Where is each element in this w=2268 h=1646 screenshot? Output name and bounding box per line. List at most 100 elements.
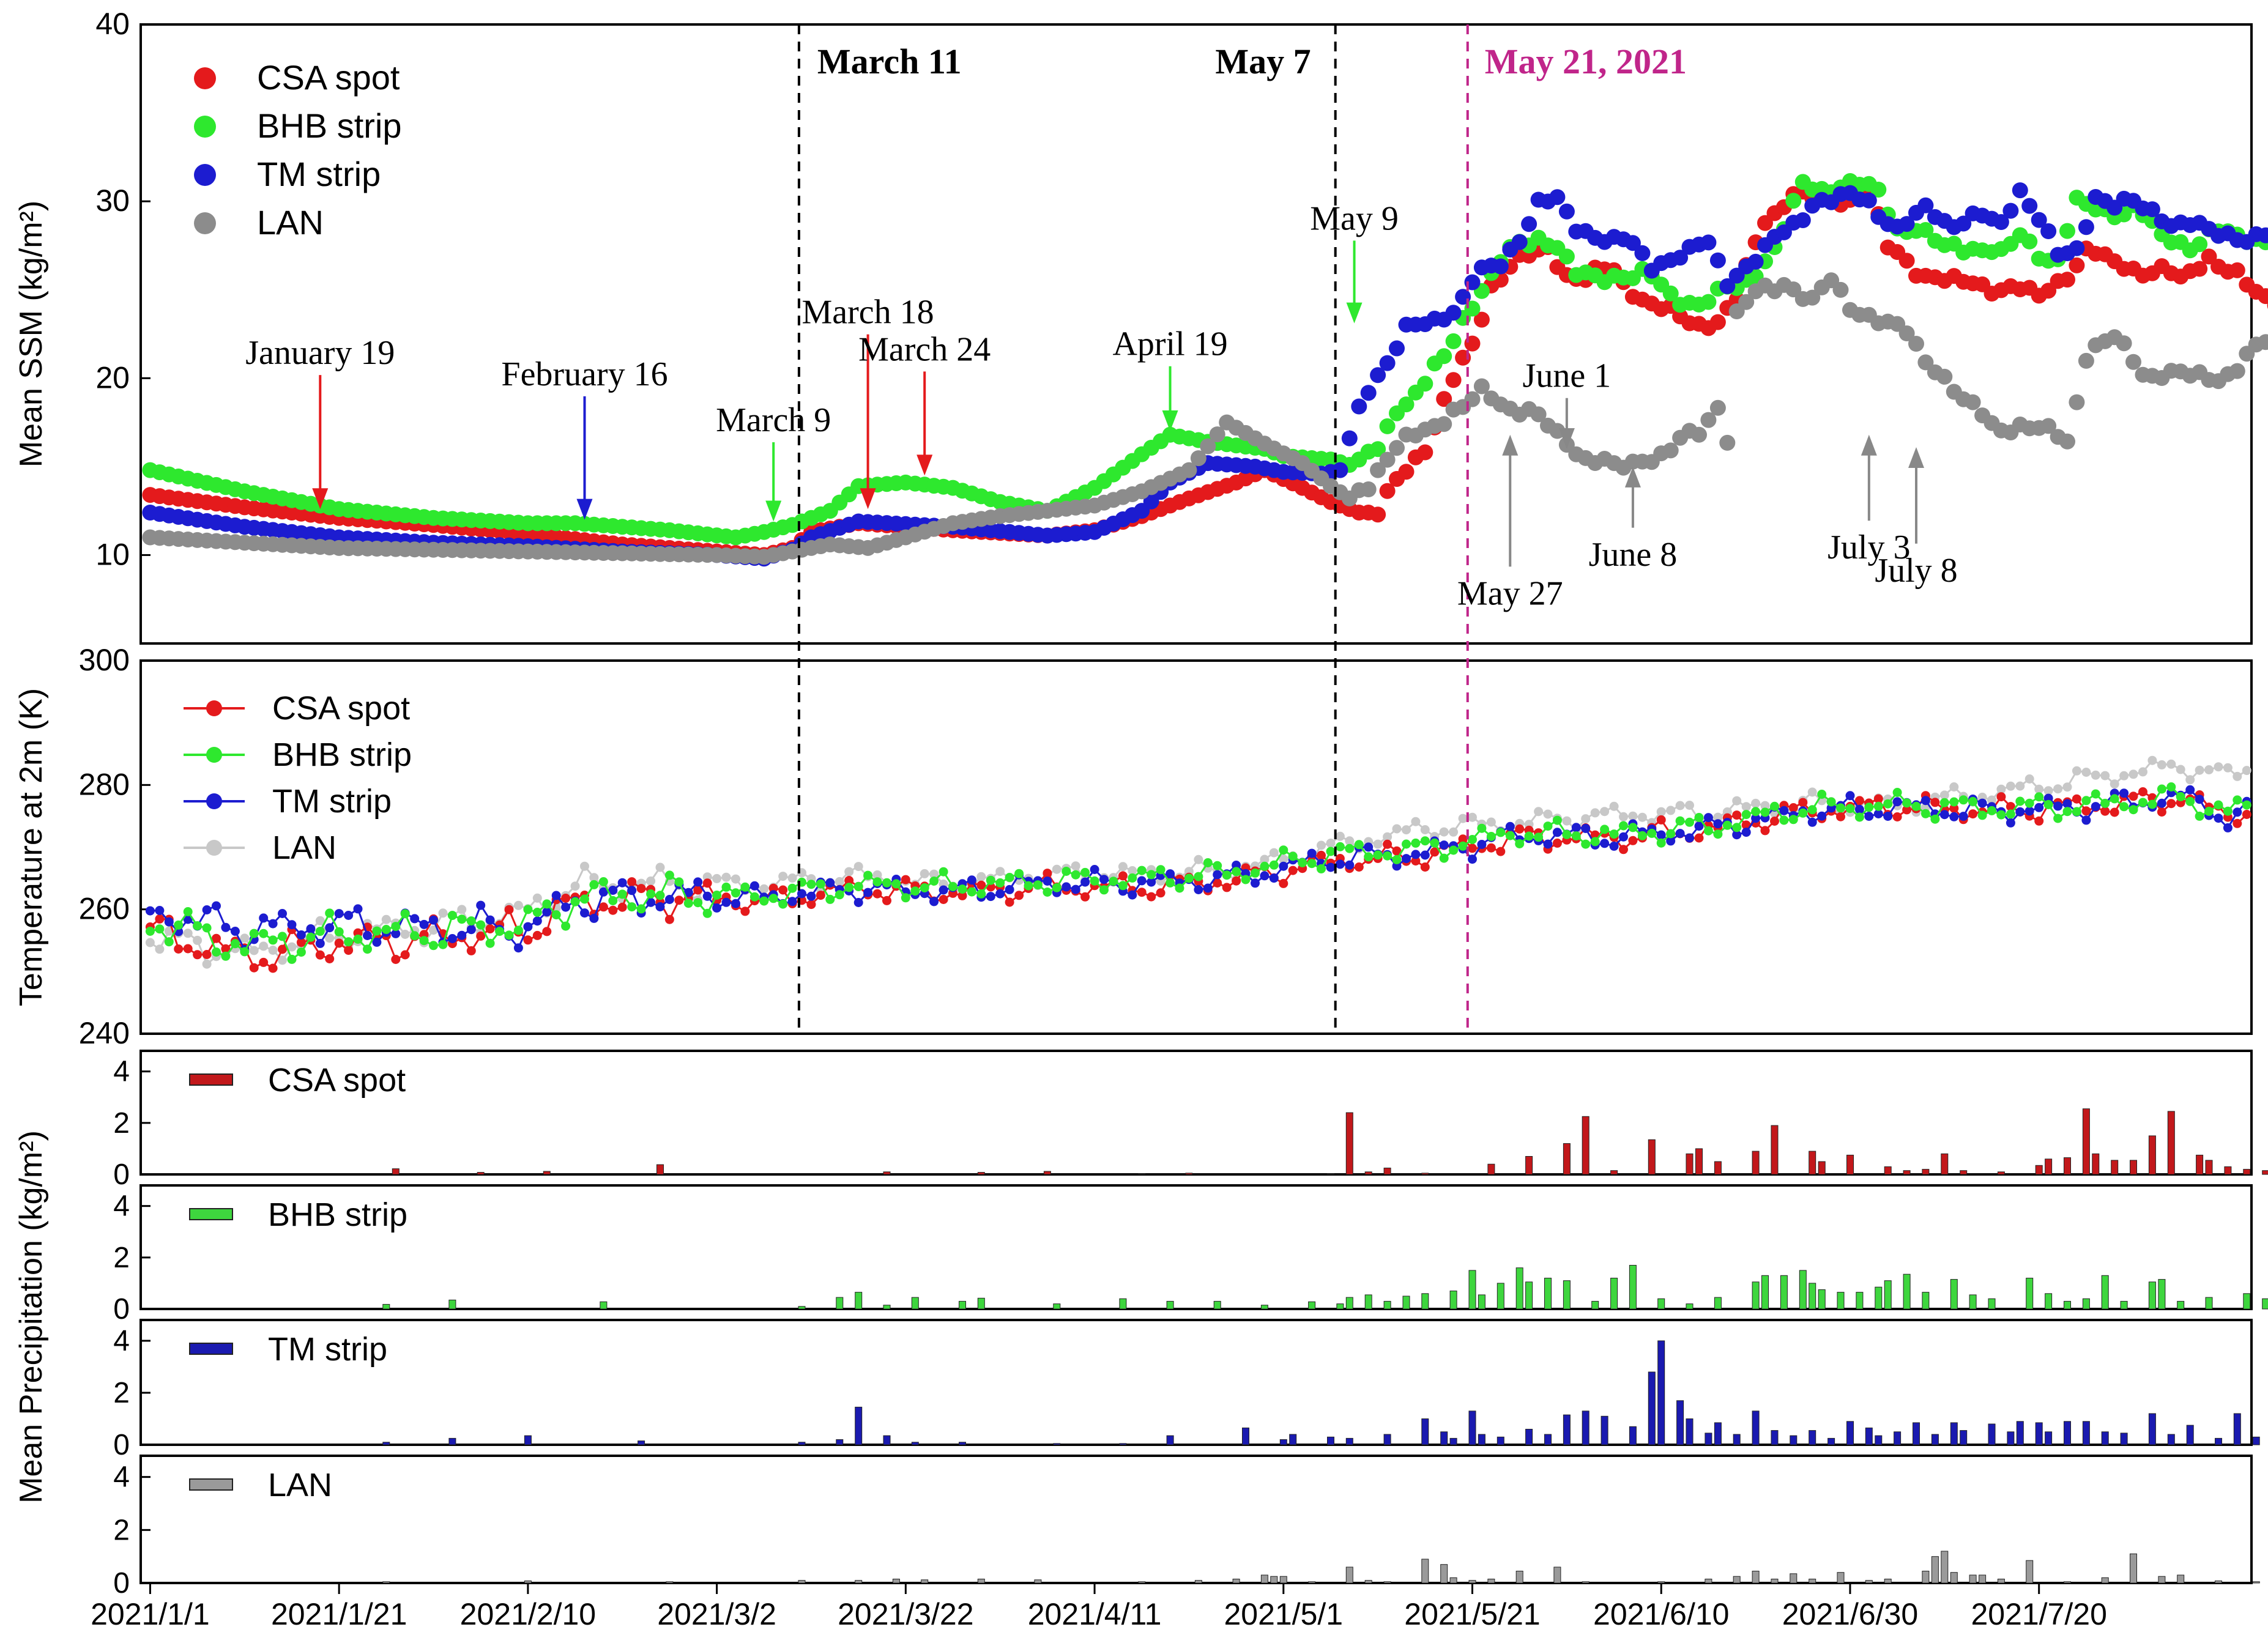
temperature-point-tm — [296, 930, 306, 940]
precip-bar-tm — [524, 1435, 532, 1445]
event-line-label: May 21, 2021 — [1485, 42, 1687, 81]
temperature-point-lan — [2081, 768, 2091, 777]
ssm-point-tm — [2012, 182, 2028, 199]
precip-bar-bhb — [2148, 1281, 2156, 1310]
precip-panel-frame-tm — [139, 1319, 2253, 1446]
temperature-point-tm — [1090, 865, 1099, 874]
temperature-point-lan — [2024, 774, 2034, 784]
precip-bar-tm — [1648, 1371, 1656, 1445]
temperature-point-bhb — [1656, 838, 1666, 848]
temperature-point-bhb — [570, 897, 580, 906]
temperature-point-bhb — [2081, 796, 2091, 806]
temperature-point-tm — [532, 916, 542, 926]
precip-bar-tm — [1053, 1443, 1061, 1445]
temperature-point-tm — [1071, 884, 1080, 894]
precip-bar-csa — [1714, 1161, 1722, 1175]
precip-bar-bhb — [2177, 1300, 2185, 1310]
precip-bar-tm — [2045, 1431, 2053, 1445]
temperature-point-bhb — [2242, 800, 2251, 810]
temperature-point-tm — [1269, 873, 1279, 883]
precip-bar-tm — [1771, 1430, 1779, 1445]
temperature-point-tm — [1817, 811, 1827, 821]
precip-bar-bhb — [1364, 1294, 1372, 1310]
temperature-point-lan — [1411, 817, 1421, 826]
ssm-point-csa — [1398, 464, 1415, 480]
ssm-point-lan — [1738, 294, 1755, 310]
temperature-point-bhb — [1279, 845, 1288, 855]
temperature-point-bhb — [391, 922, 401, 932]
temperature-point-bhb — [920, 883, 929, 892]
temperature-point-bhb — [721, 882, 731, 892]
precip-bar-lan — [1345, 1566, 1353, 1584]
temperature-point-tm — [863, 888, 873, 897]
temperature-point-bhb — [768, 894, 778, 903]
temperature-point-bhb — [674, 877, 684, 887]
temperature-point-bhb — [164, 937, 174, 947]
temperature-point-csa — [476, 931, 486, 941]
temperature-point-tm — [1977, 798, 1987, 808]
temperature-point-tm — [2015, 807, 2025, 817]
ssm-point-tm — [1861, 192, 1877, 209]
ssm-point-csa — [1898, 253, 1915, 269]
ssm-point-tm — [1993, 214, 2009, 230]
temperature-point-tm — [259, 913, 269, 923]
temperature-point-csa — [2006, 802, 2015, 812]
precip-bar-csa — [543, 1171, 551, 1175]
temperature-point-lan — [655, 862, 665, 872]
temperature-point-bhb — [1477, 823, 1487, 833]
temperature-point-bhb — [835, 890, 844, 900]
temperature-point-bhb — [683, 899, 693, 908]
temperature-point-csa — [1005, 897, 1014, 907]
temperature-point-bhb — [2072, 807, 2081, 817]
temperature-point-bhb — [1080, 867, 1090, 877]
ssm-point-bhb — [2192, 236, 2208, 253]
ssm-point-tm — [2040, 223, 2057, 239]
precip-bar-bhb — [2120, 1300, 2128, 1310]
temperature-point-bhb — [1061, 867, 1071, 876]
precip-bar-lan — [921, 1579, 929, 1584]
temperature-point-csa — [2157, 807, 2166, 817]
ssm-ytick-label: 40 — [95, 7, 130, 41]
temperature-point-lan — [2157, 760, 2166, 769]
temperature-point-bhb — [1194, 872, 1203, 881]
precip-bar-lan — [2026, 1560, 2034, 1584]
temperature-point-csa — [1892, 812, 1902, 821]
annotation-arrowhead — [1502, 434, 1519, 456]
temperature-point-csa — [466, 946, 476, 955]
precip-bar-csa — [656, 1164, 664, 1175]
precip-bar-lan — [1582, 1581, 1589, 1584]
temperature-point-bhb — [1902, 798, 1912, 808]
temperature-point-bhb — [1552, 815, 1562, 825]
temperature-point-bhb — [1486, 832, 1496, 841]
temperature-point-bhb — [1203, 858, 1213, 867]
precip-bar-tm — [836, 1439, 844, 1445]
temperature-point-lan — [1666, 806, 1676, 815]
temperature-point-tm — [155, 906, 165, 915]
temperature-point-csa — [212, 933, 221, 943]
temperature-point-bhb — [749, 892, 759, 902]
temperature-point-tm — [806, 891, 816, 901]
precipitation-ylabel: Mean Precipitation (kg/m²) — [13, 1130, 49, 1503]
ssm-point-tm — [1794, 212, 1811, 228]
temperature-point-csa — [598, 902, 608, 912]
temperature-point-csa — [664, 914, 674, 924]
temperature-point-lan — [1458, 814, 1468, 823]
ssm-ytick-label: 30 — [95, 184, 130, 218]
precip-bar-tm — [2101, 1431, 2109, 1445]
precip-legend-swatch-csa — [189, 1073, 233, 1086]
temperature-point-tm — [513, 943, 523, 953]
temperature-point-lan — [1619, 812, 1628, 821]
precip-bar-bhb — [1544, 1278, 1552, 1310]
annotation-arrowhead — [1162, 410, 1178, 432]
temperature-point-bhb — [1232, 867, 1241, 877]
temperature-point-bhb — [429, 941, 438, 951]
temperature-point-bhb — [1496, 828, 1506, 837]
temperature-point-tm — [1439, 840, 1449, 850]
precip-bar-tm — [855, 1406, 863, 1445]
precip-bar-bhb — [1166, 1300, 1174, 1310]
precip-bar-tm — [1345, 1437, 1353, 1445]
ssm-point-tm — [1492, 258, 1509, 275]
precip-bar-tm — [959, 1442, 966, 1445]
temperature-point-lan — [183, 929, 193, 938]
ssm-panel-frame — [139, 23, 2253, 645]
